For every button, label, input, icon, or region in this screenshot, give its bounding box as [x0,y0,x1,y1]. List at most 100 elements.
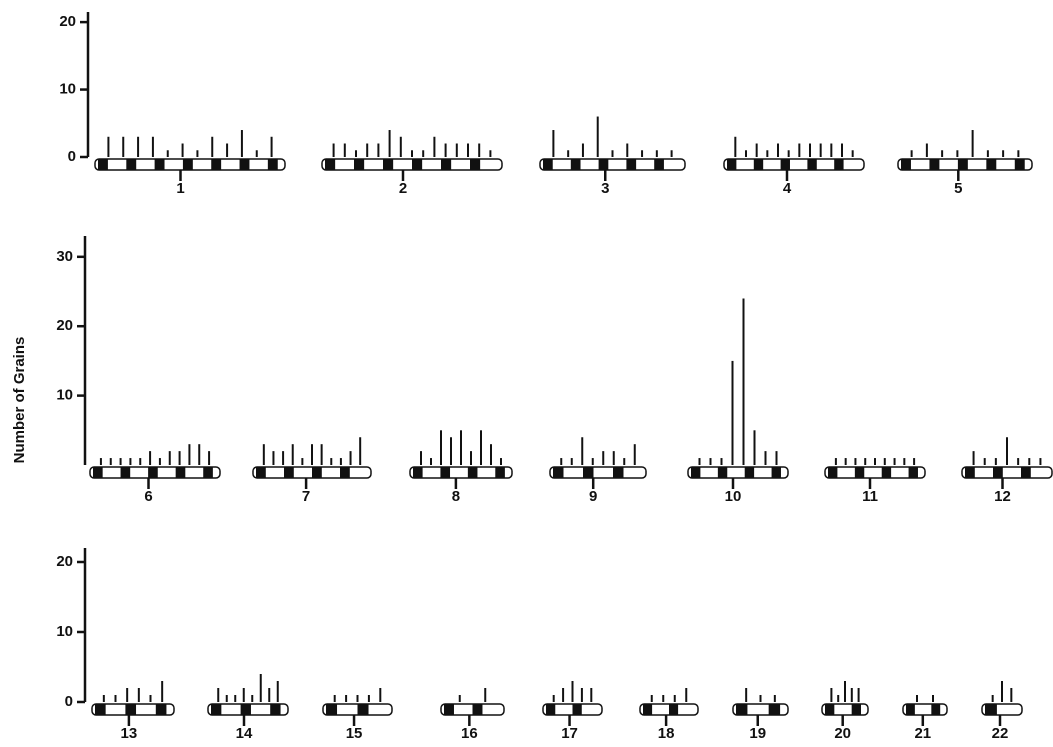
chromosome-label: 7 [302,488,310,505]
chromosome-band [148,467,158,478]
chromosome-band [211,704,221,715]
y-tick-label: 0 [68,148,76,165]
chromosome-band [643,704,652,715]
chromosome-band [121,467,131,478]
chromosome-band [573,704,582,715]
chromosome-label: 20 [834,725,851,742]
chromosome-band [95,704,106,715]
chromosome-band [473,704,483,715]
chromosome-band [441,159,451,170]
chromosome-band [211,159,221,170]
chromosome-label: 6 [144,488,152,505]
chromosome-band [727,159,736,170]
chromosome-band [669,704,678,715]
chromosome-band [546,704,555,715]
chromosome-label: 9 [589,488,597,505]
y-tick-label: 0 [65,693,73,710]
chromosome-label: 8 [452,488,460,505]
chromosome-band [855,467,864,478]
chromosome-band [126,159,136,170]
chromosome-label: 12 [994,488,1011,505]
chromosome-band [183,159,193,170]
chromosome-label: 11 [862,488,878,505]
y-tick-label: 20 [56,553,73,570]
y-tick-label: 20 [59,13,76,30]
chromosome-band [156,704,167,715]
chromosome-band [691,467,700,478]
chromosome-label: 4 [783,180,792,197]
chromosome-band [93,467,103,478]
chromosome-band [599,159,609,170]
chromosome-label: 5 [954,180,962,197]
chromosome-label: 13 [121,725,138,742]
chromosome-label: 21 [914,725,931,742]
chromosome-band [543,159,553,170]
chromosome-band [1015,159,1025,170]
chromosome-band [958,159,968,170]
chromosome-band [769,704,780,715]
chromosome-label: 22 [992,725,1009,742]
y-tick-label: 10 [59,81,76,98]
chromosome [962,467,1052,478]
chromosome-band [882,467,891,478]
chromosome-band [240,159,250,170]
chromosome-band [828,467,837,478]
chromosome-band [852,704,861,715]
chromosome-label: 16 [461,725,478,742]
chromosome-band [834,159,843,170]
y-tick-label: 10 [56,623,73,640]
chromosome-band [613,467,624,478]
chromosome-band [203,467,213,478]
chromosome-band [270,704,280,715]
chromosome-band [125,704,136,715]
chromosome-grain-chart: 0102012345102030Number of Grains67891011… [0,0,1053,747]
chromosome-band [358,704,369,715]
chromosome-band [312,467,322,478]
chromosome-band [383,159,393,170]
chromosome-band [325,159,335,170]
chromosome-band [901,159,911,170]
chromosome-band [736,704,747,715]
chromosome-band [470,159,480,170]
chromosome-band [745,467,754,478]
chromosome-band [440,467,450,478]
chromosome-band [807,159,816,170]
y-tick-label: 30 [56,248,73,265]
chromosome-band [256,467,266,478]
chromosome-band [929,159,939,170]
chromosome-band [468,467,478,478]
chromosome-band [326,704,337,715]
chromosome-band [781,159,790,170]
chromosome-band [340,467,350,478]
chromosome-band [571,159,581,170]
chromosome-band [413,467,423,478]
chromosome-band [985,704,997,715]
chromosome-band [268,159,278,170]
chromosome-label: 15 [346,725,363,742]
chromosome-label: 3 [601,180,609,197]
chromosome-band [553,467,564,478]
chromosome-label: 1 [176,180,184,197]
chromosome-label: 17 [561,725,578,742]
chromosome-band [718,467,727,478]
chromosome-band [772,467,781,478]
chromosome-band [444,704,454,715]
chromosome-band [284,467,294,478]
chromosome-band [993,467,1003,478]
chromosome-label: 10 [725,488,742,505]
chromosome-label: 18 [658,725,675,742]
chromosome-band [626,159,636,170]
chromosome-band [986,159,996,170]
y-tick-label: 20 [56,317,73,334]
chromosome-band [909,467,918,478]
chromosome-band [825,704,834,715]
chromosome [550,467,646,478]
chromosome-label: 2 [399,180,407,197]
chromosome-band [495,467,505,478]
chromosome-band [654,159,664,170]
chromosome-band [906,704,915,715]
chromosome-band [1021,467,1031,478]
chromosome-band [98,159,108,170]
chromosome-band [965,467,975,478]
chromosome-band [241,704,251,715]
